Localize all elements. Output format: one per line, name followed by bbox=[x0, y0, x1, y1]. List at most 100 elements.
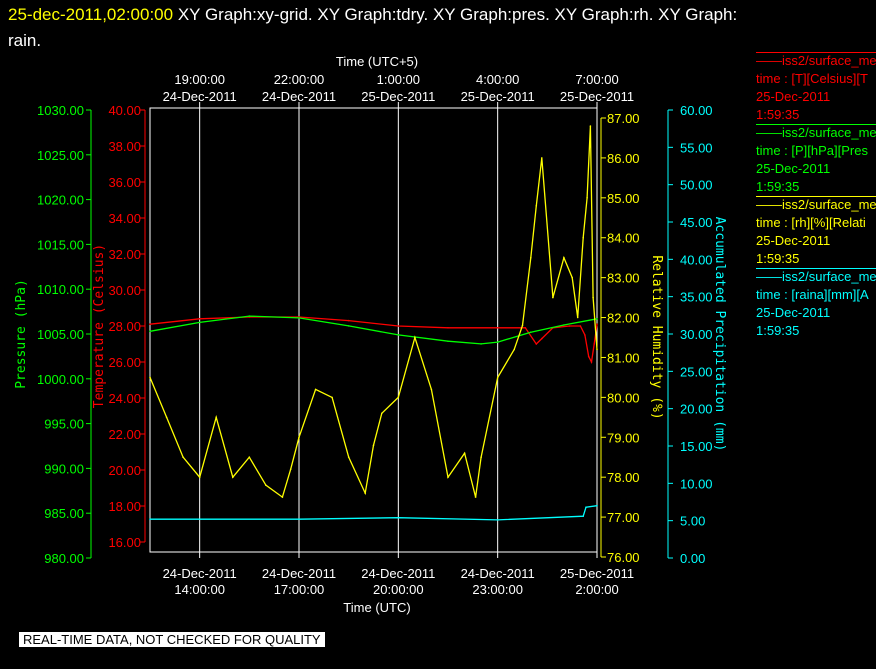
x-top-tick-label-date: 24-Dec-2011 bbox=[163, 89, 237, 104]
data-point-rain bbox=[397, 516, 400, 519]
y-tick-label-rain: 45.00 bbox=[680, 215, 713, 230]
y-tick-label-rain: 0.00 bbox=[680, 551, 705, 566]
series-line-pres bbox=[149, 315, 598, 345]
data-point-rh bbox=[232, 476, 234, 479]
data-point-pres bbox=[248, 315, 251, 317]
y-axis-title-rh: Relative Humidity (%) bbox=[649, 255, 664, 419]
data-point-tdry bbox=[579, 325, 582, 327]
y-tick-label-pres: 980.00 bbox=[44, 551, 84, 566]
y-tick-label-pres: 1000.00 bbox=[37, 372, 84, 387]
data-point-rh bbox=[563, 256, 565, 259]
legend-text: time : [T][Celsius][T bbox=[756, 71, 868, 86]
data-point-rh bbox=[298, 436, 300, 439]
y-tick-label-rain: 55.00 bbox=[680, 140, 713, 155]
x-tick-label-time: 2:00:00 bbox=[575, 582, 618, 597]
y-axis-title-pres: Pressure (hPa) bbox=[14, 279, 29, 389]
y-tick-label-rh: 87.00 bbox=[607, 111, 640, 126]
y-tick-label-tdry: 34.00 bbox=[108, 211, 141, 226]
y-tick-label-tdry: 30.00 bbox=[108, 283, 141, 298]
x-tick-label-time: 20:00:00 bbox=[373, 582, 424, 597]
x-top-tick-label-time: 1:00:00 bbox=[377, 72, 420, 87]
x-top-tick-label-date: 24-Dec-2011 bbox=[262, 89, 336, 104]
data-point-rh bbox=[372, 444, 375, 447]
y-tick-label-rain: 50.00 bbox=[680, 178, 713, 193]
data-timestamp: 25-dec-2011,02:00:00 bbox=[8, 5, 174, 24]
y-tick-label-rh: 86.00 bbox=[607, 151, 640, 166]
data-point-rh bbox=[541, 157, 543, 159]
x-top-tick-label-time: 19:00:00 bbox=[174, 72, 225, 87]
data-point-rh bbox=[513, 348, 515, 351]
legend-text: 25-Dec-2011 bbox=[756, 305, 831, 320]
data-point-rh bbox=[198, 476, 201, 479]
series-line-tdry bbox=[149, 316, 598, 365]
data-point-rh bbox=[552, 296, 554, 299]
data-point-rh bbox=[592, 296, 594, 299]
x-tick-label-date: 24-Dec-2011 bbox=[262, 566, 336, 581]
y-tick-label-rain: 60.00 bbox=[680, 103, 713, 118]
y-tick-label-tdry: 20.00 bbox=[108, 463, 141, 478]
data-point-rh bbox=[474, 496, 477, 498]
data-point-tdry bbox=[596, 323, 598, 326]
graph-titles: XY Graph:xy-grid. XY Graph:tdry. XY Grap… bbox=[177, 5, 738, 24]
legend-text: 1:59:35 bbox=[756, 179, 800, 194]
x-tick-label-date: 24-Dec-2011 bbox=[461, 566, 535, 581]
data-point-tdry bbox=[535, 343, 538, 345]
data-point-rh bbox=[530, 256, 532, 259]
y-tick-label-rain: 25.00 bbox=[680, 364, 713, 379]
data-point-tdry bbox=[496, 327, 499, 329]
plot-frame bbox=[149, 107, 598, 553]
legend-text: 1:59:35 bbox=[756, 323, 800, 338]
legend-separator bbox=[756, 196, 876, 197]
data-point-rh bbox=[480, 456, 482, 459]
data-point-rh bbox=[414, 336, 416, 339]
data-point-rh bbox=[182, 456, 184, 459]
data-point-tdry bbox=[587, 355, 590, 358]
data-point-rain bbox=[496, 519, 499, 521]
data-point-tdry bbox=[541, 337, 543, 340]
y-tick-label-pres: 1015.00 bbox=[37, 237, 84, 252]
data-point-tdry bbox=[397, 325, 400, 327]
x-top-tick-label-time: 7:00:00 bbox=[575, 72, 618, 87]
data-point-rh bbox=[571, 276, 573, 279]
y-tick-label-rain: 30.00 bbox=[680, 327, 713, 342]
data-point-rh bbox=[582, 236, 584, 239]
data-point-rh bbox=[521, 324, 524, 327]
legend-separator bbox=[756, 268, 876, 269]
data-point-pres bbox=[530, 331, 532, 334]
data-point-rh bbox=[596, 348, 598, 351]
data-point-pres bbox=[149, 330, 151, 333]
y-tick-label-tdry: 24.00 bbox=[108, 391, 141, 406]
y-tick-label-tdry: 18.00 bbox=[108, 499, 141, 514]
x-top-tick-label-date: 25-Dec-2011 bbox=[560, 89, 634, 104]
data-point-rh bbox=[165, 416, 168, 419]
x-top-tick-label-time: 4:00:00 bbox=[476, 72, 519, 87]
y-tick-label-rh: 82.00 bbox=[607, 311, 640, 326]
y-tick-label-pres: 995.00 bbox=[44, 417, 84, 432]
data-point-rh bbox=[347, 456, 350, 459]
y-tick-label-tdry: 26.00 bbox=[108, 355, 141, 370]
data-point-tdry bbox=[524, 327, 527, 329]
y-tick-label-tdry: 40.00 bbox=[108, 103, 141, 118]
data-point-pres bbox=[480, 343, 482, 345]
data-point-pres bbox=[298, 317, 300, 319]
y-tick-label-pres: 985.00 bbox=[44, 506, 84, 521]
data-point-rh bbox=[314, 388, 317, 391]
y-axis-title-tdry: Temperature (Celsius) bbox=[92, 244, 107, 408]
y-tick-label-tdry: 28.00 bbox=[108, 319, 141, 334]
legend-entry: ——iss2/surface_me time : [raina][mm][A 25-… bbox=[756, 268, 876, 340]
data-point-rh bbox=[149, 376, 151, 379]
series-line-rain bbox=[150, 505, 598, 521]
x-tick-label-time: 14:00:00 bbox=[174, 582, 225, 597]
y-tick-label-rh: 77.00 bbox=[607, 510, 640, 525]
data-point-tdry bbox=[584, 334, 586, 336]
x-tick-label-time: 17:00:00 bbox=[274, 582, 325, 597]
y-tick-label-rh: 85.00 bbox=[607, 191, 640, 206]
legend-text: 25-Dec-2011 bbox=[756, 161, 831, 176]
x-top-tick-label-date: 25-Dec-2011 bbox=[461, 89, 535, 104]
x-tick-label-time: 23:00:00 bbox=[472, 582, 523, 597]
y-tick-label-rh: 76.00 bbox=[607, 550, 640, 565]
legend-text: 25-Dec-2011 bbox=[756, 233, 831, 248]
legend-entry: ——iss2/surface_me time : [rh][%][Relati 25… bbox=[756, 196, 876, 268]
graph-titles-wrap: rain. bbox=[8, 31, 42, 50]
data-point-rh bbox=[289, 468, 292, 471]
